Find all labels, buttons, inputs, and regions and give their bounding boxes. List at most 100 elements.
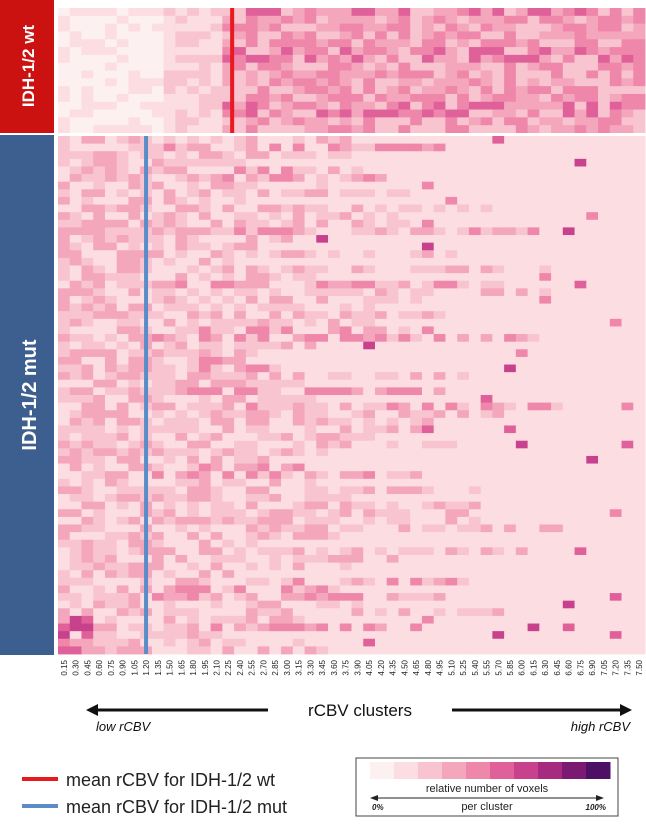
heatmap-cell bbox=[234, 318, 247, 327]
heatmap-cell bbox=[551, 379, 564, 388]
heatmap-cell bbox=[562, 39, 575, 48]
heatmap-cell bbox=[245, 109, 258, 118]
heatmap-cell bbox=[269, 471, 282, 480]
heatmap-cell bbox=[351, 93, 364, 103]
heatmap-cell bbox=[386, 273, 399, 282]
heatmap-cell bbox=[269, 562, 282, 571]
heatmap-cell bbox=[104, 265, 118, 274]
heatmap-cell bbox=[269, 318, 282, 327]
heatmap-cell bbox=[281, 372, 294, 381]
heatmap-cell bbox=[128, 448, 141, 457]
heatmap-cell bbox=[386, 471, 399, 480]
heatmap-cell bbox=[492, 303, 505, 312]
heatmap-cell bbox=[551, 151, 564, 160]
heatmap-cell bbox=[539, 227, 552, 236]
heatmap-cell bbox=[128, 372, 141, 381]
heatmap-cell bbox=[281, 189, 294, 198]
heatmap-cell bbox=[281, 623, 294, 632]
heatmap-cell bbox=[421, 8, 435, 17]
heatmap-cell bbox=[198, 623, 212, 632]
heatmap-cell bbox=[539, 166, 552, 175]
heatmap-cell bbox=[116, 47, 129, 56]
heatmap-cell bbox=[269, 410, 282, 419]
heatmap-cell bbox=[269, 212, 282, 221]
heatmap-cell bbox=[69, 227, 82, 236]
heatmap-cell bbox=[69, 136, 82, 145]
heatmap-cell bbox=[328, 8, 341, 17]
heatmap-cell bbox=[304, 516, 317, 525]
heatmap-cell bbox=[151, 93, 165, 103]
heatmap-cell bbox=[163, 303, 176, 312]
heatmap-cell bbox=[104, 109, 118, 118]
heatmap-cell bbox=[598, 623, 611, 632]
x-tick-label: 6.45 bbox=[553, 659, 562, 675]
heatmap-cell bbox=[515, 433, 528, 442]
heatmap-cell bbox=[175, 117, 188, 126]
heatmap-cell bbox=[421, 585, 435, 594]
heatmap-cell bbox=[515, 8, 528, 17]
heatmap-cell bbox=[363, 204, 376, 213]
heatmap-cell bbox=[480, 372, 493, 381]
heatmap-cell bbox=[198, 47, 212, 56]
heatmap-cell bbox=[621, 455, 634, 464]
heatmap-cell bbox=[222, 539, 235, 548]
heatmap-cell bbox=[551, 455, 564, 464]
heatmap-cell bbox=[492, 23, 505, 32]
heatmap-cell bbox=[374, 280, 388, 289]
heatmap-cell bbox=[292, 577, 305, 586]
heatmap-cell bbox=[210, 8, 223, 17]
heatmap-cell bbox=[445, 440, 458, 449]
heatmap-cell bbox=[269, 395, 282, 404]
heatmap-cell bbox=[69, 334, 82, 343]
heatmap-cell bbox=[598, 410, 611, 419]
x-tick-label: 4.95 bbox=[436, 659, 445, 675]
heatmap-cell bbox=[398, 151, 411, 160]
heatmap-cell bbox=[480, 117, 493, 126]
heatmap-cell bbox=[598, 638, 611, 647]
heatmap-cell bbox=[363, 109, 376, 118]
heatmap-cell bbox=[539, 318, 552, 327]
heatmap-cell bbox=[609, 136, 622, 145]
heatmap-cell bbox=[480, 151, 493, 160]
heatmap-cell bbox=[633, 577, 646, 586]
heatmap-cell bbox=[468, 501, 482, 510]
heatmap-cell bbox=[562, 136, 575, 145]
heatmap-cell bbox=[586, 593, 599, 602]
heatmap-cell bbox=[69, 15, 82, 25]
heatmap-cell bbox=[234, 151, 247, 160]
heatmap-cell bbox=[433, 425, 446, 434]
heatmap-cell bbox=[468, 219, 482, 228]
heatmap-cell bbox=[163, 410, 176, 419]
heatmap-cell bbox=[468, 143, 482, 152]
heatmap-cell bbox=[128, 47, 141, 56]
heatmap-cell bbox=[480, 250, 493, 259]
heatmap-cell bbox=[151, 631, 165, 640]
heatmap-cell bbox=[621, 62, 634, 71]
heatmap-cell bbox=[433, 78, 446, 87]
heatmap-cell bbox=[116, 125, 129, 134]
heatmap-cell bbox=[609, 341, 622, 350]
heatmap-cell bbox=[598, 78, 611, 87]
heatmap-cell bbox=[163, 158, 176, 167]
heatmap-cell bbox=[104, 318, 118, 327]
heatmap-cell bbox=[504, 554, 517, 563]
heatmap-cell bbox=[245, 646, 258, 655]
heatmap-cell bbox=[562, 379, 575, 388]
heatmap-cell bbox=[198, 448, 212, 457]
heatmap-cell bbox=[539, 372, 552, 381]
heatmap-cell bbox=[398, 189, 411, 198]
heatmap-cell bbox=[316, 166, 329, 175]
heatmap-cell bbox=[128, 273, 141, 282]
heatmap-cell bbox=[515, 125, 528, 134]
heatmap-cell bbox=[480, 303, 493, 312]
heatmap-cell bbox=[245, 387, 258, 396]
heatmap-cell bbox=[398, 196, 411, 205]
heatmap-cell bbox=[198, 158, 212, 167]
heatmap-cell bbox=[245, 181, 258, 190]
heatmap-cell bbox=[187, 47, 200, 56]
heatmap-cell bbox=[586, 204, 599, 213]
heatmap-cell bbox=[269, 303, 282, 312]
heatmap-cell bbox=[480, 425, 493, 434]
heatmap-cell bbox=[468, 265, 482, 274]
heatmap-cell bbox=[515, 387, 528, 396]
